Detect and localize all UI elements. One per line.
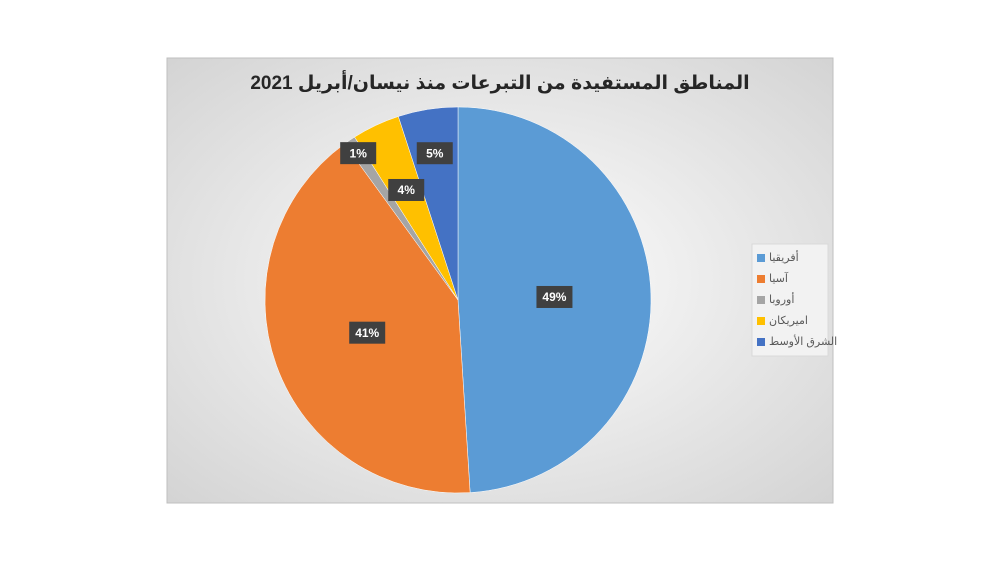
legend-label: أفريقيا: [769, 250, 799, 264]
legend-swatch: [757, 317, 765, 325]
data-label: 1%: [350, 146, 368, 160]
legend-swatch: [757, 254, 765, 262]
data-label-box: [416, 142, 453, 165]
data-label-box: [349, 321, 386, 344]
data-label-box: [340, 142, 377, 165]
data-label: 5%: [426, 146, 444, 160]
data-label: 41%: [355, 326, 379, 340]
legend-label: أوروبا: [769, 292, 794, 306]
legend-swatch: [757, 338, 765, 346]
data-label: 4%: [398, 183, 416, 197]
legend-label: آسيا: [769, 271, 789, 285]
data-label: 49%: [542, 290, 566, 304]
legend-label: الشرق الأوسط: [769, 334, 837, 348]
legend-swatch: [757, 275, 765, 283]
legend-label: اميريكان: [769, 315, 808, 327]
legend-swatch: [757, 296, 765, 304]
data-label-box: [388, 178, 425, 201]
chart-title: المناطق المستفيدة من التبرعات منذ نيسان/…: [250, 70, 749, 94]
data-label-box: [536, 285, 573, 308]
pie-slice: [264, 143, 471, 494]
